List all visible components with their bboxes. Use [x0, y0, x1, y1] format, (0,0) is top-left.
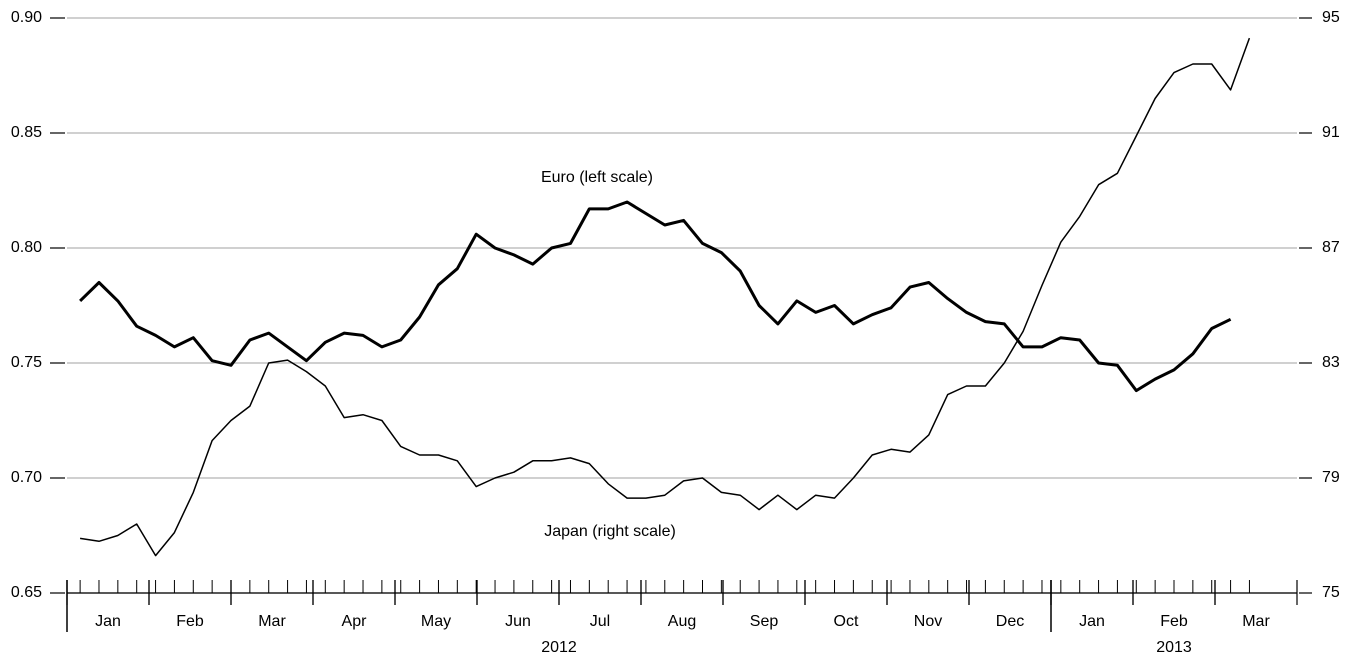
- x-tick-label: Feb: [176, 613, 204, 630]
- y2-tick-label: 87: [1322, 239, 1340, 256]
- x-tick-label: Mar: [258, 613, 286, 630]
- y-tick-label: 0.90: [11, 9, 42, 26]
- series-line: [79, 200, 1232, 393]
- x-tick-label: Apr: [342, 613, 368, 630]
- y2-tick-label: 79: [1322, 469, 1340, 486]
- x-tick-label: Aug: [668, 613, 696, 630]
- x-tick-label: Oct: [834, 613, 859, 630]
- y2-tick-label: 95: [1322, 9, 1340, 26]
- annotation: Japan (right scale): [544, 523, 676, 540]
- series-line: [79, 37, 1251, 557]
- x-tick-label: Mar: [1242, 613, 1270, 630]
- x-group-label: 2013: [1156, 639, 1192, 656]
- x-tick-label: Jul: [590, 613, 610, 630]
- x-tick-label: Feb: [1160, 613, 1188, 630]
- x-group-label: 2012: [541, 639, 577, 656]
- x-tick-label: Nov: [914, 613, 942, 630]
- y2-tick-label: 83: [1322, 354, 1340, 371]
- x-tick-label: Dec: [996, 613, 1024, 630]
- x-tick-label: Sep: [750, 613, 779, 630]
- y-tick-label: 0.85: [11, 124, 42, 141]
- x-tick-label: Jan: [95, 613, 121, 630]
- x-tick-label: May: [421, 613, 451, 630]
- annotation: Euro (left scale): [541, 169, 653, 186]
- y2-tick-label: 75: [1322, 584, 1340, 601]
- x-tick-label: Jun: [505, 613, 531, 630]
- y-tick-label: 0.75: [11, 354, 42, 371]
- y-tick-label: 0.65: [11, 584, 42, 601]
- y-tick-label: 0.70: [11, 469, 42, 486]
- y2-tick-label: 91: [1322, 124, 1340, 141]
- x-tick-label: Jan: [1079, 613, 1105, 630]
- y-tick-label: 0.80: [11, 239, 42, 256]
